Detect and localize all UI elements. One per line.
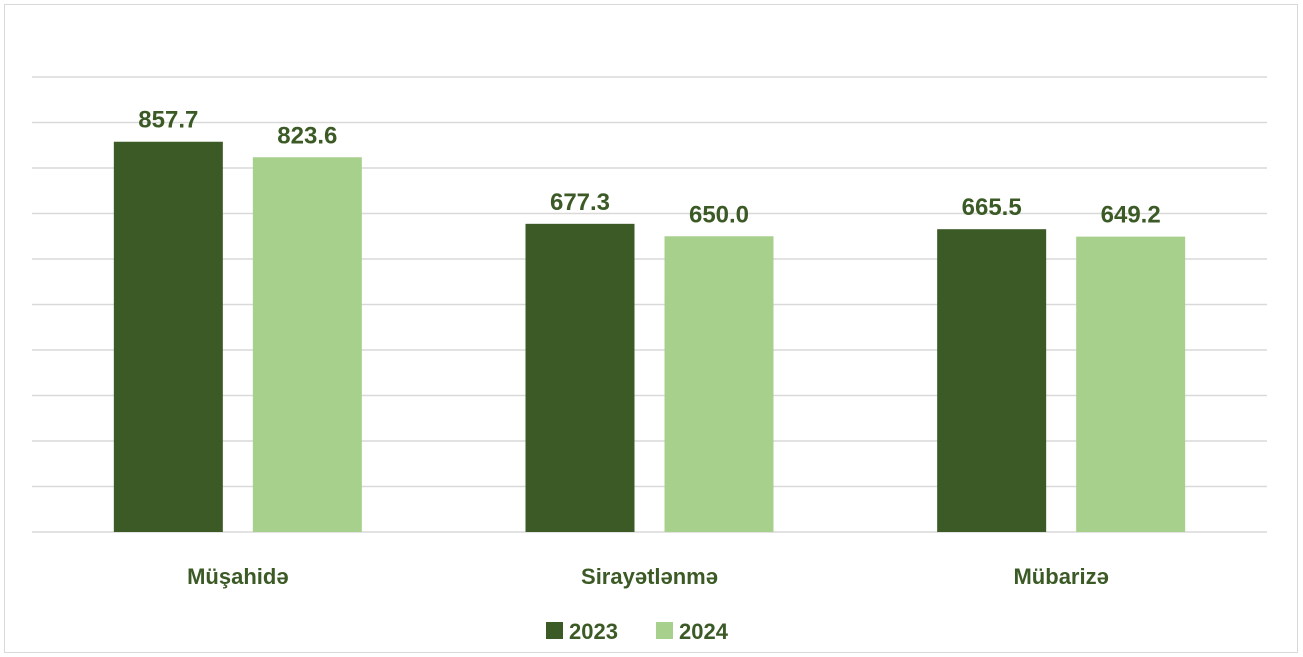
legend-swatch-2024 — [656, 622, 673, 639]
bar-2024-2 — [664, 236, 774, 532]
category-label: Mübarizə — [1013, 564, 1108, 589]
data-label: 823.6 — [277, 122, 337, 149]
data-label: 649.2 — [1101, 202, 1161, 229]
bar-2023-3 — [937, 229, 1047, 532]
bar-2024-1 — [252, 157, 362, 532]
legend-label: 2024 — [679, 619, 729, 644]
bar-2023-1 — [113, 141, 223, 532]
bars — [113, 141, 1186, 533]
data-label: 650.0 — [689, 201, 749, 228]
legend-swatch-2023 — [546, 622, 563, 639]
value-labels: 857.7 823.6 677.3 650.0 665.5 649.2 — [138, 107, 1160, 229]
category-label: Sirayətlənmə — [581, 564, 718, 589]
data-label: 677.3 — [550, 189, 610, 216]
data-label: 665.5 — [962, 194, 1022, 221]
category-labels: Müşahidə Sirayətlənmə Mübarizə — [187, 564, 1109, 589]
bar-2024-3 — [1076, 236, 1186, 532]
category-label: Müşahidə — [187, 564, 288, 589]
gridlines — [32, 76, 1267, 488]
legend: 2023 2024 — [546, 619, 729, 644]
data-label: 857.7 — [138, 107, 198, 134]
bar-2023-2 — [525, 223, 635, 533]
legend-label: 2023 — [569, 619, 618, 644]
